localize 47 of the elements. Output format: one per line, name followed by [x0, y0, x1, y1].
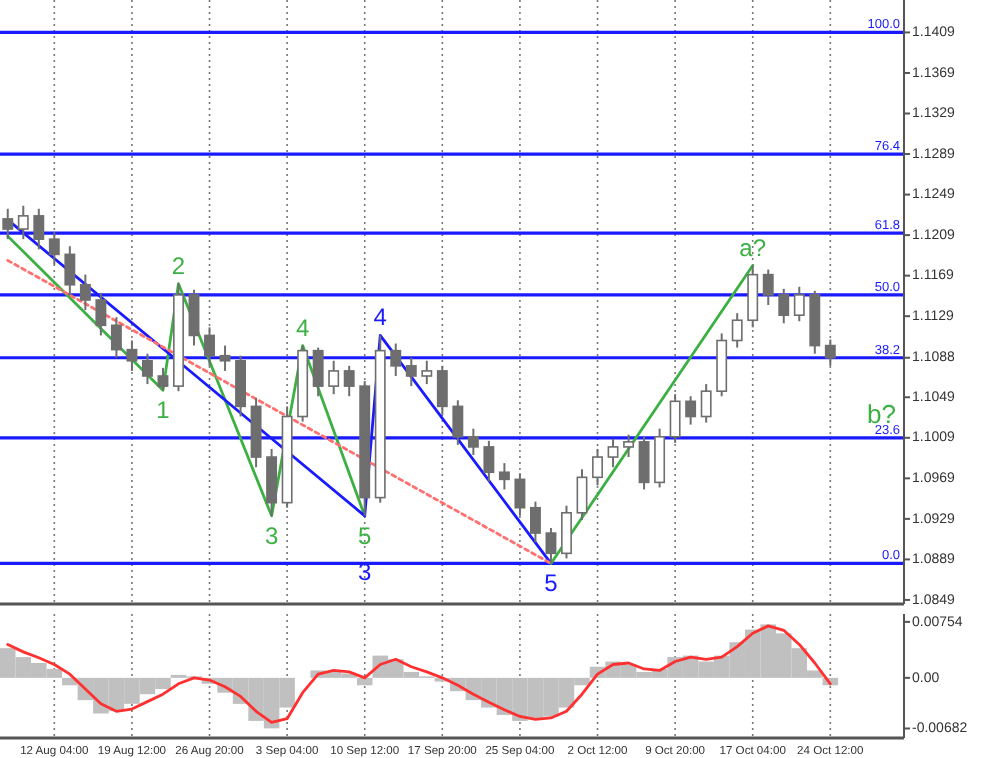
annotation: 1 [156, 396, 171, 425]
candlestick [731, 312, 743, 349]
candlestick [762, 268, 774, 307]
candlestick [266, 447, 278, 517]
candlestick [545, 526, 557, 565]
candlestick [64, 245, 76, 296]
candlestick [390, 342, 402, 377]
candlestick [623, 433, 635, 459]
candlestick [188, 288, 200, 347]
candlestick [312, 346, 324, 398]
candlestick [17, 204, 29, 241]
candlestick [219, 344, 231, 372]
candlestick [561, 504, 572, 560]
candlestick [467, 427, 479, 457]
candlestick [778, 287, 790, 325]
candlestick [793, 285, 805, 323]
candlestick [576, 468, 588, 521]
candlestick [452, 399, 464, 446]
annotation: 2 [171, 251, 186, 280]
annotation: 4 [373, 303, 388, 332]
annotation: 5 [358, 521, 373, 550]
candlestick [33, 207, 45, 251]
candlestick [2, 207, 14, 241]
candlestick [141, 352, 153, 386]
annotation: a? [739, 233, 767, 262]
candlestick [607, 437, 619, 469]
candlestick [685, 395, 697, 426]
candlestick [79, 273, 91, 312]
candlestick [638, 435, 650, 491]
annotation: 5 [544, 569, 559, 598]
line-series [6, 234, 367, 518]
candlestick [110, 316, 122, 359]
candlestick [483, 439, 495, 483]
annotation: 3 [264, 521, 279, 550]
annotation: 4 [295, 313, 310, 342]
candlestick [95, 291, 107, 337]
candlestick [654, 427, 666, 489]
candlestick [421, 359, 433, 386]
candlestick [498, 462, 510, 491]
candlestick [529, 500, 541, 544]
candlestick [343, 364, 355, 398]
candlestick [700, 383, 712, 424]
candlestick [328, 359, 340, 396]
candlestick [235, 354, 247, 418]
line-series [6, 624, 832, 724]
candlestick [405, 356, 417, 388]
candlestick [157, 366, 169, 392]
